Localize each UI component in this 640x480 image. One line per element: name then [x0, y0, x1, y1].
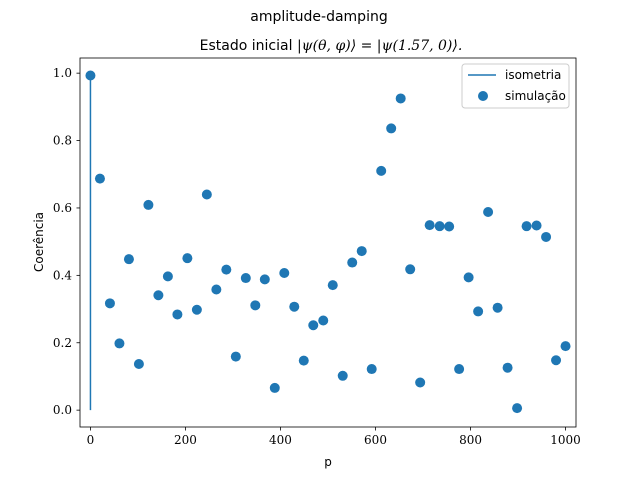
simulacao-point	[395, 93, 406, 104]
simulacao-point	[230, 351, 241, 362]
simulacao-point	[386, 123, 397, 134]
chart-suptitle: amplitude-damping	[250, 9, 387, 25]
simulacao-point	[405, 264, 416, 275]
simulacao-point	[463, 272, 474, 283]
simulacao-point	[376, 165, 387, 176]
simulacao-point	[182, 253, 193, 264]
simulacao-point	[415, 377, 426, 388]
y-tick-label: 0.0	[53, 403, 72, 417]
simulacao-point	[240, 273, 251, 284]
simulacao-point	[289, 301, 300, 312]
simulacao-point	[337, 370, 348, 381]
simulacao-point	[114, 338, 125, 349]
y-tick-label: 0.8	[53, 134, 72, 148]
simulacao-point	[94, 173, 105, 184]
simulacao-point	[551, 355, 562, 366]
x-tick-label: 1000	[550, 433, 581, 447]
x-tick-label: 600	[364, 433, 387, 447]
simulacao-point	[347, 257, 358, 268]
simulacao-point	[308, 320, 319, 331]
simulacao-point	[123, 254, 134, 265]
x-axis: 0 200 400 600 800 1000	[87, 427, 581, 447]
x-tick-label: 200	[174, 433, 197, 447]
y-tick-label: 1.0	[53, 66, 72, 80]
x-tick-label: 800	[459, 433, 482, 447]
simulacao-point	[512, 403, 523, 414]
simulacao-point	[269, 382, 280, 393]
x-tick-label: 400	[269, 433, 292, 447]
legend-label-line: isometria	[505, 68, 561, 82]
simulacao-point	[356, 246, 367, 257]
simulacao-point	[444, 221, 455, 232]
axes-frame	[79, 57, 577, 428]
simulacao-point	[473, 306, 484, 317]
y-tick-label: 0.4	[53, 268, 72, 282]
simulacao-point	[434, 221, 445, 232]
legend: isometria simulação	[461, 63, 570, 109]
simulacao-point	[153, 290, 164, 301]
y-tick-label: 0.2	[53, 336, 72, 350]
simulacao-point	[502, 362, 513, 373]
y-axis: 0.0 0.2 0.4 0.6 0.8 1.0	[53, 66, 80, 417]
simulacao-point	[250, 300, 261, 311]
simulacao-point	[201, 189, 212, 200]
simulacao-point	[492, 302, 503, 313]
simulacao-point	[531, 220, 542, 231]
simulacao-point	[521, 221, 532, 232]
legend-marker-handle	[478, 91, 488, 101]
simulacao-point	[454, 364, 465, 375]
simulacao-point	[104, 298, 115, 309]
simulacao-point	[560, 341, 571, 352]
chart-title-prefix: Estado inicial	[200, 38, 297, 54]
simulacao-point	[221, 264, 232, 275]
simulacao-point	[85, 70, 96, 81]
simulacao-point	[259, 274, 270, 285]
x-tick-label: 0	[87, 433, 95, 447]
chart-title-math: |ψ(θ, φ)⟩ = |ψ(1.57, 0)⟩.	[297, 38, 462, 54]
x-axis-label: p	[324, 455, 332, 469]
simulacao-point	[318, 315, 329, 326]
simulacao-point	[327, 280, 338, 291]
simulacao-point	[172, 309, 183, 320]
plot-area	[85, 70, 571, 414]
simulacao-point	[483, 207, 494, 218]
simulacao-point	[298, 355, 309, 366]
simulacao-point	[541, 231, 552, 242]
simulacao-point	[162, 271, 173, 282]
simulacao-point	[211, 284, 222, 295]
simulacao-point	[279, 267, 290, 278]
simulacao-point	[424, 220, 435, 231]
simulacao-point	[133, 358, 144, 369]
simulacao-point	[366, 364, 377, 375]
chart-title: Estado inicial |ψ(θ, φ)⟩ = |ψ(1.57, 0)⟩.	[200, 38, 463, 54]
y-axis-label: Coerência	[32, 212, 46, 272]
simulacao-point	[191, 304, 202, 315]
y-tick-label: 0.6	[53, 201, 72, 215]
simulacao-point	[143, 199, 154, 210]
legend-label-scatter: simulação	[505, 89, 566, 103]
